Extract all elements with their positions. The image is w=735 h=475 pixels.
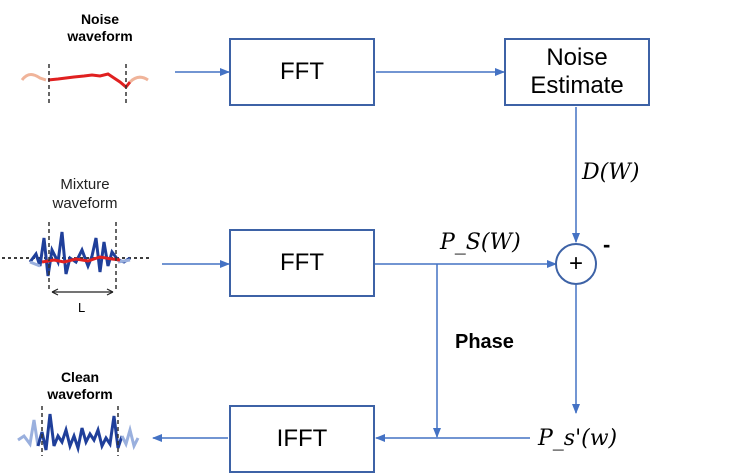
fft-block-mid: FFT bbox=[229, 229, 375, 297]
mixture-waveform-title: Mixture waveform bbox=[30, 175, 140, 213]
noise-spectrum-label: D(W) bbox=[582, 160, 640, 185]
ifft-block-label: IFFT bbox=[276, 425, 328, 452]
noise-estimate-block: Noise Estimate bbox=[504, 38, 650, 106]
clean-waveform-title-line2: waveform bbox=[47, 386, 113, 402]
fft-block-mid-label: FFT bbox=[280, 249, 324, 276]
clean-waveform-title: Clean waveform bbox=[30, 369, 130, 403]
mixture-waveform-title-line1: Mixture bbox=[60, 176, 110, 193]
noise-waveform-title-line2: waveform bbox=[67, 28, 133, 44]
mixture-waveform-title-line2: waveform bbox=[52, 195, 118, 212]
mixture-window-length-label: L bbox=[78, 300, 86, 315]
fft-block-top-label: FFT bbox=[280, 58, 324, 85]
mixture-spectrum-label: P_S(W) bbox=[440, 230, 521, 255]
noise-estimate-label-line2: Estimate bbox=[530, 72, 624, 99]
subtract-sign: - bbox=[603, 232, 611, 257]
sum-junction-circle bbox=[555, 243, 597, 285]
ifft-block: IFFT bbox=[229, 405, 375, 473]
noise-waveform-title: Noise waveform bbox=[50, 11, 150, 45]
mixture-waveform-image bbox=[2, 222, 152, 296]
noise-waveform-image bbox=[20, 64, 149, 104]
noise-waveform-title-line1: Noise bbox=[80, 11, 120, 27]
clean-waveform-image bbox=[17, 406, 140, 456]
noise-estimate-label-line1: Noise bbox=[546, 44, 608, 71]
phase-label: Phase bbox=[455, 331, 514, 353]
sum-junction-plus: + bbox=[568, 250, 583, 277]
clean-waveform-title-line1: Clean bbox=[60, 369, 100, 385]
fft-block-top: FFT bbox=[229, 38, 375, 106]
clean-spectrum-label: P_s'(w) bbox=[538, 426, 618, 451]
